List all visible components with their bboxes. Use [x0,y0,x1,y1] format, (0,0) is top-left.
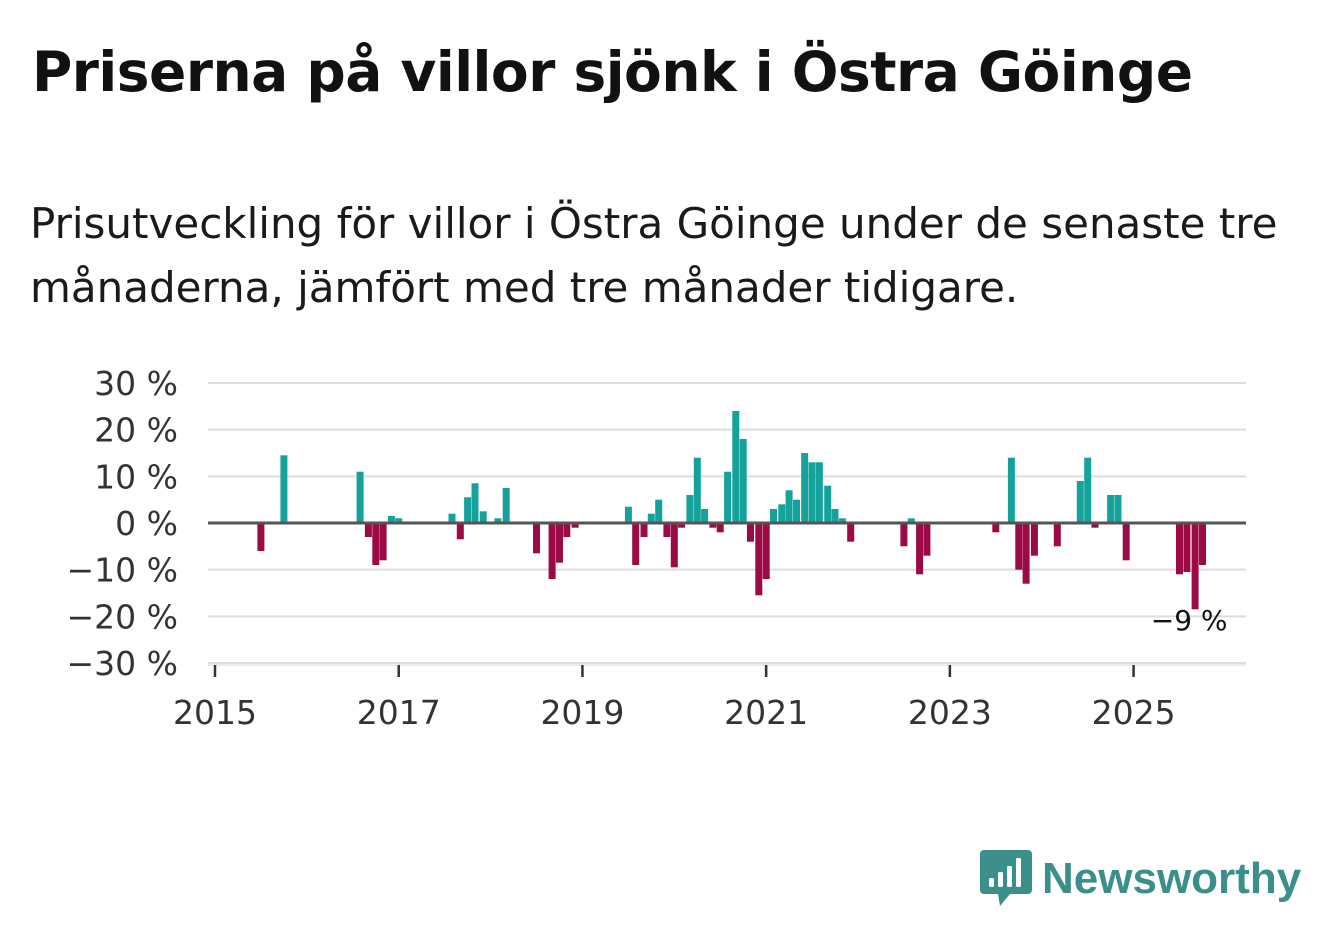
bar [632,523,640,565]
y-tick-label: −10 % [67,551,179,590]
bar [571,523,579,528]
gridlines [208,382,1246,664]
bar [724,471,732,523]
bar [778,504,786,523]
bar [663,523,671,537]
bar [793,499,800,523]
bar [747,523,754,542]
bar [1183,523,1191,572]
bar [923,523,931,556]
bar [801,453,809,523]
bar [693,457,701,523]
bar [533,523,540,554]
annotation-label: −9 % [1151,604,1228,637]
bar [1107,495,1115,523]
bar [992,523,1000,533]
bar [1015,523,1023,570]
bar [739,439,747,523]
bar [686,495,694,523]
bar [831,509,839,523]
bar [907,518,915,523]
bar [762,523,770,579]
bar [808,462,816,523]
bar [1176,523,1183,575]
bar [1022,523,1030,584]
brand-name: Newsworthy [1042,854,1302,903]
bar [1114,495,1122,523]
bar [824,485,832,523]
bar [732,411,740,523]
bar [456,523,464,540]
bar [770,509,777,523]
bar [647,513,655,523]
bar [838,518,846,523]
y-tick-label: −20 % [67,597,179,636]
bar [1091,523,1099,528]
bar [755,523,763,596]
bar [1007,457,1015,523]
bar [395,518,403,523]
bar [815,462,823,523]
bar [257,523,265,551]
axes: 30 % 20 % 10 % 0 % −10 % −20 % −30 % 2015 2017 20… [67,364,1246,732]
bar [678,523,686,528]
x-tick-label: 2019 [540,693,624,732]
bar [387,516,395,523]
bar [670,523,678,568]
bar [494,518,502,523]
bar [379,523,387,561]
newsworthy-brand[interactable]: Newsworthy [980,848,1301,910]
x-tick-label: 2015 [173,693,257,732]
bar [916,523,924,575]
x-tick-label: 2025 [1092,693,1176,732]
bar [716,523,724,533]
bar [709,523,717,528]
bar [471,483,479,523]
bar [640,523,648,537]
bar [900,523,908,547]
bar [556,523,563,563]
bar [655,499,663,523]
x-tick-label: 2017 [357,693,441,732]
y-tick-label: 0 % [115,504,178,543]
bar [847,523,855,542]
bar [701,509,709,523]
bar [1199,523,1206,565]
newsworthy-logo-icon [980,850,1032,906]
bar [280,455,288,523]
y-tick-label: 20 % [94,411,178,450]
y-tick-label: −30 % [67,644,179,683]
bar [479,511,487,523]
bar [1084,457,1092,523]
bar [364,523,372,537]
bar [1191,523,1199,610]
bar [502,488,510,523]
chart-subtitle: Prisutveckling för villor i Östra Göinge… [30,199,1278,312]
bar [563,523,571,537]
y-tick-label: 10 % [94,457,178,496]
x-tick-label: 2023 [908,693,992,732]
bar [1122,523,1130,561]
y-tick-label: 30 % [94,364,178,403]
bar [372,523,380,565]
x-tick-label: 2021 [724,693,808,732]
bar [624,506,632,523]
bar [464,497,472,523]
bar [548,523,556,579]
bars [257,411,1206,610]
bar [356,471,364,523]
chart-title: Priserna på villor sjönk i Östra Göinge [32,40,1193,104]
annotations: −9 % [1151,604,1228,637]
bar [785,490,793,523]
bar [1076,481,1084,523]
bar [448,513,456,523]
bar [1030,523,1038,556]
bar [1053,523,1061,547]
